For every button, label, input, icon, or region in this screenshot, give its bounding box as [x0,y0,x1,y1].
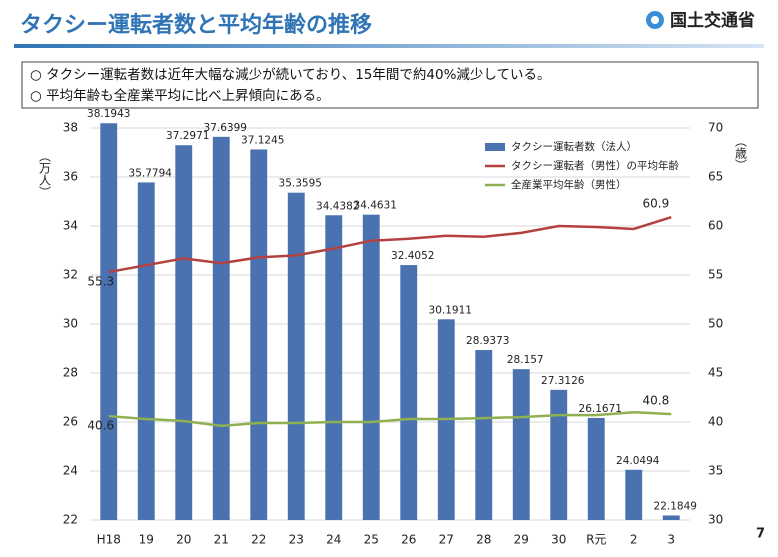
x-tick-label: 2 [630,533,638,547]
y-tick-label: 22 [63,513,78,527]
line-value-label: 40.8 [643,394,670,408]
bar [362,214,380,520]
line-value-label: 40.6 [87,419,114,433]
y-tick-label: 34 [63,219,78,233]
bar [400,265,418,520]
bar-value-label: 26.1671 [579,403,622,415]
line [108,215,672,274]
x-tick-label: 23 [289,533,304,547]
bar [475,350,493,520]
logo-icon-inner [651,16,659,24]
legend-label: 全産業平均年齢（男性） [511,178,627,191]
y-tick-label: 30 [63,317,78,331]
y-axis-label: （万人） [38,150,52,198]
note: ○ タクシー運転者数は近年大幅な減少が続いており、15年間で約40%減少している… [30,66,551,83]
bar-value-label: 27.3126 [541,375,585,387]
page-number: 7 [756,527,765,542]
bar-value-label: 37.2971 [166,130,209,142]
y-tick-label: 26 [63,415,78,429]
bar [137,182,155,520]
x-tick-label: 29 [514,533,529,547]
bar [212,136,230,520]
bar-value-label: 35.7794 [129,167,173,179]
bar [512,369,530,520]
bar-value-label: 30.1911 [429,304,472,316]
y-tick-label: 38 [63,121,78,135]
y-tick-label: 36 [63,170,78,184]
x-tick-label: 24 [326,533,341,547]
x-tick-label: R元 [586,533,606,547]
x-tick-label: 22 [251,533,266,547]
bar-value-label: 34.4382 [316,200,359,212]
line-value-label: 55.3 [87,275,114,289]
bar-value-label: 28.157 [507,354,544,366]
bar-value-label: 22.1849 [654,500,697,512]
line-value-label: 60.9 [643,197,670,211]
y2-tick-label: 35 [708,464,723,478]
bar-value-label: 28.9373 [466,335,509,347]
bar [550,389,568,520]
bar [250,149,268,520]
x-tick-label: 30 [551,533,566,547]
bar-value-label: 38.1943 [87,108,130,120]
y2-tick-label: 50 [708,317,723,331]
bar [100,123,118,520]
y2-tick-label: 60 [708,219,723,233]
slide-title: タクシー運転者数と平均年齢の推移 [20,12,372,38]
bar-value-label: 37.6399 [204,122,247,134]
bar [175,145,193,520]
y-tick-label: 24 [63,464,78,478]
x-tick-label: 25 [364,533,379,547]
x-tick-label: 26 [401,533,416,547]
organization: 国土交通省 [670,10,755,31]
bar-value-label: 32.4052 [391,250,434,262]
x-tick-label: 20 [176,533,191,547]
legend-swatch [485,143,505,151]
bar [587,417,605,520]
y2-axis-label: （歳） [734,135,748,171]
x-tick-label: 3 [667,533,675,547]
bar-value-label: 35.3595 [279,178,322,190]
bar [287,192,305,520]
bar [662,515,680,520]
y2-tick-label: 55 [708,268,723,282]
title-underline [14,44,764,48]
line [108,410,672,428]
x-tick-label: 28 [476,533,491,547]
bar [625,469,643,520]
bar-value-label: 37.1245 [241,134,284,146]
y-tick-label: 32 [63,268,78,282]
y2-tick-label: 65 [708,170,723,184]
x-tick-label: 19 [139,533,154,547]
x-tick-label: H18 [97,533,121,547]
y-tick-label: 28 [63,366,78,380]
legend-label: タクシー運転者（男性）の平均年齢 [511,159,679,172]
note: ○ 平均年齢も全産業平均に比べ上昇傾向にある。 [30,87,330,104]
x-tick-label: 27 [439,533,454,547]
y2-tick-label: 70 [708,121,723,135]
bar-value-label: 24.0494 [616,455,660,467]
y2-tick-label: 45 [708,366,723,380]
y2-tick-label: 30 [708,513,723,527]
bar-value-label: 34.4631 [354,200,397,212]
bar [325,215,343,520]
x-tick-label: 21 [214,533,229,547]
y2-tick-label: 40 [708,415,723,429]
legend-label: タクシー運転者数（法人） [511,140,637,153]
note-box [21,61,759,109]
